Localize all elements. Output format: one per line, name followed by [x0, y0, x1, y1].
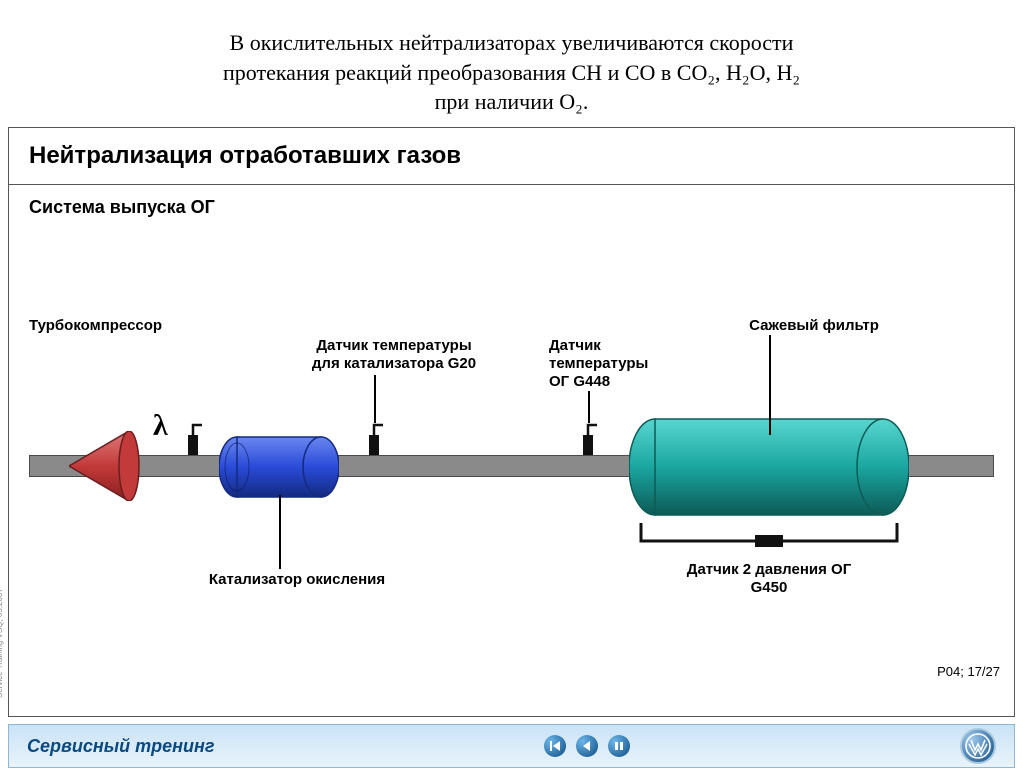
oxidation-catalyst-label: Катализатор окисления [197, 571, 397, 589]
copyright-side-text: Service Training VSQ, 05.2007 [0, 588, 4, 698]
sensor2-l3: ОГ G448 [549, 373, 610, 390]
particle-filter-label: Сажевый фильтр [709, 317, 919, 335]
footer-title: Сервисный тренинг [27, 736, 214, 757]
temp-sensor-g448-label: Датчик температуры ОГ G448 [549, 337, 689, 391]
sensor2-l2: температуры [549, 355, 648, 372]
slide-subheader: Система выпуска ОГ [29, 197, 215, 218]
exhaust-diagram: λ [29, 245, 994, 625]
slide-frame: Нейтрализация отработавших газов Система… [8, 127, 1015, 717]
page-title: В окислительных нейтрализаторах увеличив… [0, 0, 1023, 127]
temp-sensor-g20-label: Датчик температуры для катализатора G20 [299, 337, 489, 373]
title-line-2: протекания реакций преобразования CH и C… [223, 60, 800, 85]
lambda-sensor-shape [184, 423, 202, 455]
vw-logo-icon [960, 728, 996, 764]
prev-button[interactable] [576, 735, 598, 757]
pressure-sensor-g450-label: Датчик 2 давления ОГ G450 [619, 561, 919, 597]
pressure-l2: G450 [751, 579, 788, 596]
lead-filter [769, 335, 771, 440]
sensor1-l1: Датчик температуры [316, 337, 471, 354]
footer-bar: Сервисный тренинг [8, 724, 1015, 768]
playback-controls [544, 735, 630, 757]
slide-heading: Нейтрализация отработавших газов [29, 142, 994, 170]
title-line-1: В окислительных нейтрализаторах увеличив… [230, 30, 794, 55]
lambda-symbol: λ [153, 409, 168, 443]
rewind-button[interactable] [544, 735, 566, 757]
turbocompressor-label: Турбокомпрессор [29, 317, 199, 335]
sensor1-l2: для катализатора G20 [312, 355, 476, 372]
pressure-sensor-g450-shape [629, 523, 909, 551]
sensor2-l1: Датчик [549, 337, 601, 354]
lead-catalyst [279, 495, 281, 574]
turbocompressor-shape [69, 431, 141, 501]
page-number: P04; 17/27 [937, 664, 1000, 679]
slide-header: Нейтрализация отработавших газов [9, 128, 1014, 185]
oxidation-catalyst-shape [219, 432, 339, 502]
pressure-l1: Датчик 2 давления ОГ [687, 561, 851, 578]
lead-sensor1 [374, 375, 376, 428]
lead-sensor2 [588, 391, 590, 428]
title-line-3: при наличии O₂. [435, 89, 589, 114]
pause-button[interactable] [608, 735, 630, 757]
slide-body: Система выпуска ОГ λ [9, 185, 1014, 685]
